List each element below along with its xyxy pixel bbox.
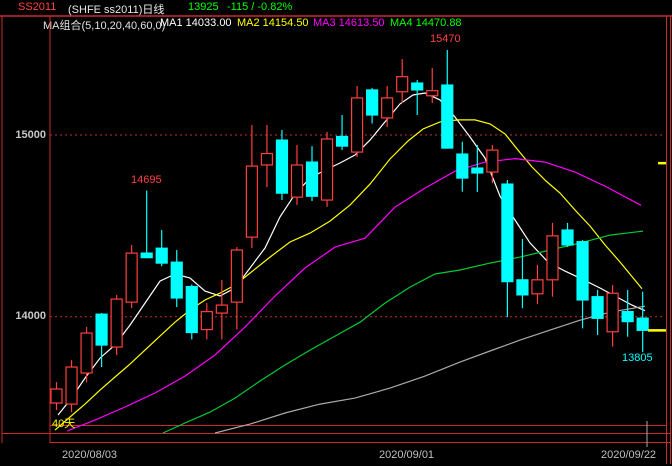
contract-symbol: SS2011 <box>18 1 57 13</box>
candle-body <box>95 313 108 346</box>
candle-body <box>621 311 634 323</box>
ma-line-MA5(60) <box>214 305 646 434</box>
ma-combo-label: MA组合(5,10,20,40,60,0) <box>43 20 166 32</box>
candle-body <box>531 279 544 295</box>
candle-body <box>486 149 499 173</box>
candle-body <box>516 279 529 296</box>
candle-body <box>351 97 364 153</box>
candle-body <box>140 252 153 259</box>
ma-indicator-bar: MA组合(5,10,20,40,60,0) MA1 14033.00 MA2 1… <box>0 17 672 32</box>
candle-body <box>155 247 168 264</box>
candle-body <box>501 183 514 283</box>
candle-body <box>471 167 484 174</box>
candle-body <box>636 317 649 331</box>
candle-body <box>411 82 424 91</box>
ma4-value: MA4 14470.88 <box>390 17 462 29</box>
price-annotation: 15470 <box>430 33 461 45</box>
title-bar: SS2011 (SHFE ss2011)日线 13925 -115 / -0.8… <box>0 1 672 16</box>
ma3-value: MA3 14613.50 <box>313 17 385 29</box>
x-axis-date-label: 2020/08/03 <box>62 449 118 461</box>
candle-body <box>260 152 274 166</box>
candle-body <box>366 89 379 116</box>
ma2-value: MA2 14154.50 <box>237 17 309 29</box>
candle-body <box>110 298 123 348</box>
candle-body <box>65 366 78 405</box>
candle-body <box>125 252 138 303</box>
candle-body <box>546 235 559 281</box>
candle-body <box>456 153 469 179</box>
y-axis-label: 15000 <box>15 128 46 141</box>
ma-line-MA2(10) <box>54 119 643 431</box>
candle-body <box>381 97 394 119</box>
price-annotation: 40天 <box>52 418 76 430</box>
candle-body <box>561 229 574 246</box>
price-change: -115 / -0.82% <box>227 1 293 13</box>
candle-body <box>290 164 304 198</box>
candle-body <box>396 76 409 93</box>
candle-body <box>275 139 289 194</box>
candle-body <box>245 165 258 238</box>
price-annotation: 14695 <box>131 174 162 186</box>
candle-body <box>170 261 183 299</box>
candle-body <box>185 285 198 334</box>
price-annotation: 13805 <box>622 352 653 364</box>
candle-body <box>591 296 604 319</box>
candle-body <box>576 241 589 301</box>
candle-body <box>426 90 439 97</box>
contract-name-period: (SHFE ss2011)日线 <box>68 4 165 16</box>
candle-body <box>441 84 454 149</box>
candle-body <box>50 388 63 404</box>
candle-body <box>80 332 93 374</box>
candle-body <box>606 292 619 333</box>
x-axis-date-label: 2020/09/22 <box>601 449 657 461</box>
ma1-value: MA1 14033.00 <box>160 17 232 29</box>
candle-body <box>335 135 349 147</box>
x-axis-date-label: 2020/09/01 <box>379 449 435 461</box>
candle-body <box>305 161 319 197</box>
candle-body <box>200 311 213 331</box>
candle-body <box>230 249 243 303</box>
last-price: 13925 <box>188 1 219 13</box>
candle-body <box>320 138 334 201</box>
candle-body <box>215 304 228 314</box>
y-axis-label: 14000 <box>15 310 46 323</box>
ma-line-MA3(20) <box>66 157 642 432</box>
